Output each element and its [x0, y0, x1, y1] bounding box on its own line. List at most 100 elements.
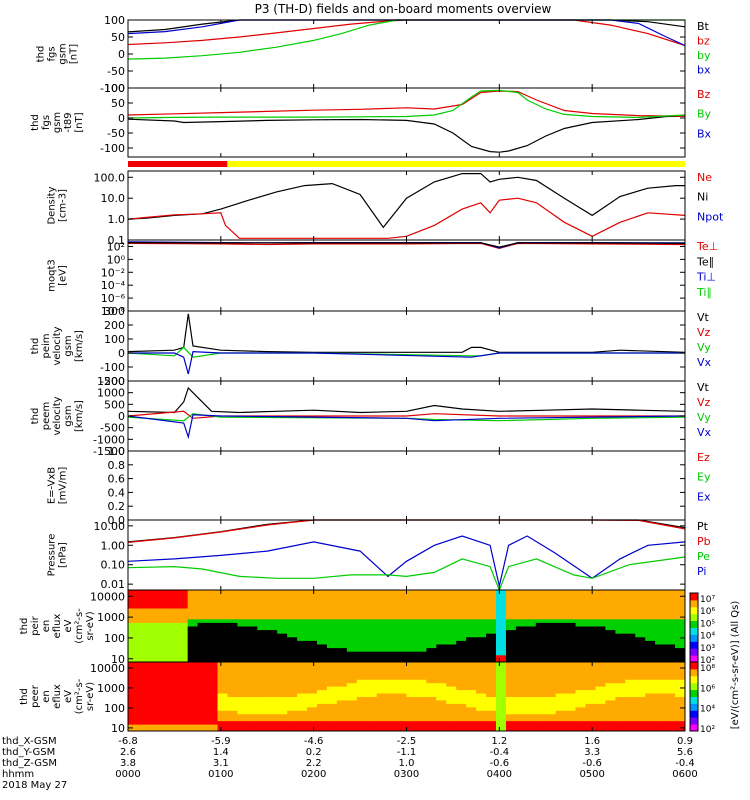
legend-entry: Vx — [697, 426, 712, 439]
spectrogram-cell — [247, 662, 258, 666]
spectrogram-cell — [396, 658, 407, 663]
spectrogram-cell — [456, 717, 467, 722]
spectrogram-cell — [675, 597, 686, 602]
spectrogram-cell — [396, 608, 407, 613]
y-tick-label: 0.01 — [101, 578, 126, 591]
spectrogram-cell — [615, 699, 626, 704]
spectrogram-cell — [535, 662, 547, 666]
spectrogram-cell — [595, 724, 606, 729]
spectrogram-cell — [326, 590, 338, 595]
spectrogram-cell — [535, 618, 547, 623]
spectrogram-cell — [515, 727, 527, 732]
spectrogram-cell — [187, 644, 199, 649]
spectrogram-cell — [137, 706, 149, 711]
spectrogram-cell — [197, 651, 209, 656]
spectrogram-cell — [565, 608, 577, 613]
spectrogram-cell — [137, 640, 149, 645]
spectrogram-cell — [277, 717, 288, 722]
spectrogram-cell — [406, 604, 417, 609]
spectrogram-cell — [277, 647, 288, 652]
spectrogram-cell — [197, 611, 209, 616]
spectrogram-cell — [316, 662, 328, 666]
spectrogram-cell — [137, 675, 149, 680]
spectrogram-cell — [525, 706, 537, 711]
spectrogram-cell — [396, 611, 407, 616]
spectrogram-cell — [396, 686, 407, 691]
spectrogram-cell — [575, 682, 587, 687]
spectrogram-cell — [257, 662, 268, 666]
spectrogram-cell — [217, 629, 228, 634]
spectrogram-cell — [356, 622, 368, 627]
spectrogram-cell — [605, 615, 616, 620]
spectrogram-cell — [416, 593, 427, 598]
spectrogram-cell — [297, 618, 308, 623]
spectrogram-cell — [137, 679, 149, 684]
spectrogram-cell — [426, 699, 437, 704]
colorbar-tick-label: 10⁵ — [700, 619, 715, 629]
spectrogram-cell — [277, 593, 288, 598]
spectrogram-cell — [386, 706, 398, 711]
spectrogram-cell — [436, 658, 447, 663]
spectrogram-cell — [287, 727, 298, 732]
spectrogram-cell — [167, 696, 179, 701]
spectrogram-cell — [645, 665, 656, 670]
spectrogram-cell — [675, 640, 686, 645]
spectrogram-cell — [247, 665, 258, 670]
spectrogram-cell — [197, 682, 209, 687]
spectrogram-cell — [287, 668, 298, 673]
spectrogram-cell — [535, 604, 547, 609]
spectrogram-cell — [555, 626, 567, 631]
spectrogram-cell — [197, 679, 209, 684]
spectrogram-cell — [207, 717, 219, 722]
spectrogram-cell — [505, 665, 517, 670]
spectrogram-cell — [625, 640, 636, 645]
spectrogram-cell — [128, 604, 139, 609]
spectrogram-cell — [297, 693, 308, 697]
spectrogram-cell — [515, 658, 527, 663]
spectrogram-cell — [496, 703, 507, 708]
spectrogram-cell — [267, 626, 278, 631]
spectrogram-cell — [267, 611, 278, 616]
spectrogram-cell — [207, 703, 219, 708]
spectrogram-cell — [396, 727, 407, 732]
spectrogram-cell — [207, 662, 219, 666]
spectrogram-cell — [326, 597, 338, 602]
spectrogram-cell — [137, 633, 149, 638]
spectrogram-cell — [645, 651, 656, 656]
spectrogram-cell — [326, 682, 338, 687]
spectrogram-cell — [575, 611, 587, 616]
spectrogram-cell — [277, 727, 288, 732]
spectrogram-cell — [297, 713, 308, 718]
spectrogram-cell — [446, 699, 457, 704]
spectrogram-cell — [575, 618, 587, 623]
spectrogram-cell — [316, 611, 328, 616]
spectrogram-cell — [366, 693, 378, 697]
spectrogram-cell — [267, 629, 278, 634]
spectrogram-cell — [277, 644, 288, 649]
spectrogram-cell — [605, 693, 616, 697]
spectrogram-cell — [496, 600, 507, 605]
spectrogram-cell — [147, 699, 159, 704]
spectrogram-cell — [505, 679, 517, 684]
spectrogram-cell — [366, 622, 378, 627]
legend-entry: Vt — [697, 311, 710, 324]
spectrogram-cell — [515, 717, 527, 722]
spectrogram-cell — [605, 686, 616, 691]
spectrogram-cell — [217, 686, 228, 691]
spectrogram-cell — [595, 590, 606, 595]
spectrogram-cell — [396, 644, 407, 649]
spectrogram-cell — [436, 724, 447, 729]
spectrogram-cell — [406, 593, 417, 598]
spectrogram-cell — [167, 689, 179, 694]
spectrogram-cell — [277, 597, 288, 602]
colorbar-tick-label: 10⁴ — [700, 632, 715, 642]
spectrogram-cell — [237, 615, 248, 620]
spectrogram-cell — [128, 668, 139, 673]
spectrogram-cell — [505, 636, 517, 641]
spectrogram-cell — [635, 651, 646, 656]
spectrogram-cell — [565, 720, 577, 725]
spectrogram-cell — [197, 699, 209, 704]
spectrogram-cell — [386, 727, 398, 732]
colorbar-swatch — [690, 675, 698, 684]
spectrogram-cell — [247, 604, 258, 609]
